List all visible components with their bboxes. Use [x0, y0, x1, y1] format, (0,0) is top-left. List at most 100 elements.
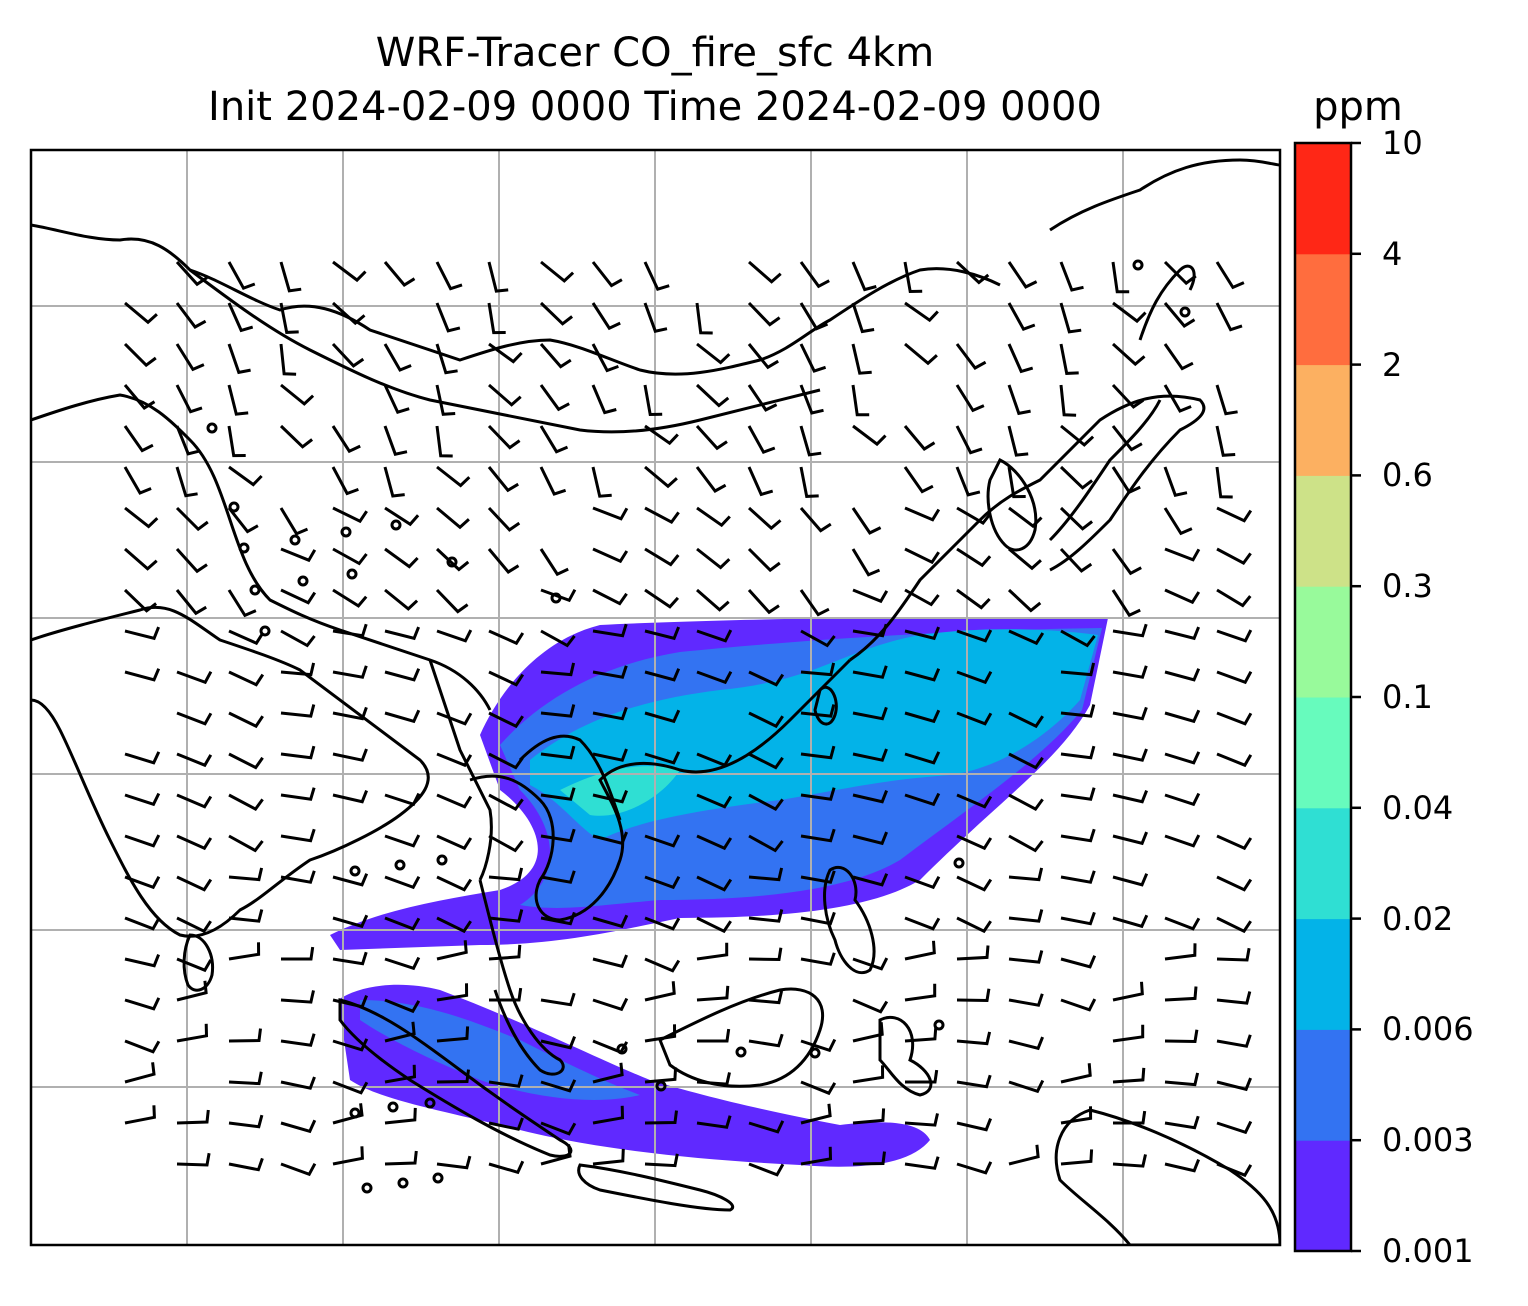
wind-barb [592, 547, 629, 564]
wind-barb [800, 662, 836, 677]
wind-barb [1216, 670, 1253, 685]
wind-barb [904, 668, 941, 682]
wind-barb [1112, 748, 1148, 762]
wind-barb [228, 752, 264, 770]
wind-barb [1008, 834, 1044, 853]
wind-barb [279, 302, 299, 334]
wind-barb [489, 987, 523, 1002]
wind-barb [644, 916, 681, 931]
wind-barb [1164, 1159, 1200, 1173]
wind-barb [852, 790, 888, 804]
wind-barb [228, 1071, 263, 1086]
wind-barb [1060, 704, 1096, 718]
calm-wind-layer [206, 259, 1191, 1194]
wind-barb [539, 384, 570, 412]
wind-barb [903, 425, 936, 451]
wind-barb [332, 873, 369, 887]
wind-barb [1164, 834, 1201, 848]
wind-barb [280, 662, 316, 677]
wind-barb [175, 302, 207, 329]
wind-barb [384, 834, 421, 848]
wind-barb [904, 709, 941, 724]
wind-barb [644, 1024, 677, 1043]
wind-barb [540, 870, 576, 884]
wind-barb [384, 875, 421, 890]
colorbar-ticks [1351, 141, 1361, 1253]
colorbar-segment [1295, 1140, 1351, 1252]
wind-barb [748, 1162, 785, 1177]
wind-barb [799, 302, 829, 331]
wind-barb [1112, 1067, 1146, 1084]
wind-barb [1008, 1079, 1045, 1094]
wind-barb [904, 1026, 938, 1043]
wind-barb [436, 629, 473, 643]
wind-barb [644, 668, 681, 682]
wind-barb [175, 589, 207, 616]
wind-barb [540, 1121, 577, 1136]
wind-barb [592, 790, 628, 804]
wind-barb [227, 425, 246, 458]
wind-barb [123, 588, 158, 613]
wind-barb [124, 997, 161, 1011]
wind-barb [176, 1109, 210, 1125]
wind-barb [1111, 466, 1141, 495]
wind-barb [123, 425, 154, 453]
wind-barb [176, 752, 213, 768]
wind-barb [644, 424, 679, 446]
calm-wind-marker [1179, 306, 1191, 318]
wind-barb [227, 507, 259, 534]
wind-barb [644, 547, 680, 567]
wind-barb [1060, 787, 1096, 801]
wind-barb [644, 875, 681, 890]
wind-barb [1216, 1120, 1253, 1135]
wind-barb [1164, 1115, 1200, 1130]
coast-srilanka [182, 933, 215, 992]
wind-barb [1112, 981, 1144, 1002]
wind-barb [904, 983, 937, 1002]
wind-barb [1216, 588, 1252, 608]
wind-barb [176, 980, 208, 1002]
wind-barb [1164, 626, 1200, 641]
wind-barb [332, 995, 368, 1009]
colorbar-segment [1295, 1029, 1351, 1141]
wind-barb [592, 1039, 629, 1055]
wind-barb [384, 916, 421, 931]
wind-barb [956, 1161, 993, 1175]
wind-barb [227, 589, 257, 618]
wind-barb [955, 466, 981, 497]
wind-barb [1008, 506, 1043, 529]
wind-barb [540, 629, 576, 648]
wind-barb [124, 506, 159, 529]
wind-barb [1163, 302, 1196, 328]
calm-wind-marker [446, 556, 458, 568]
wind-barb [124, 954, 160, 968]
wind-barb [852, 1151, 886, 1166]
wind-barb [383, 466, 405, 498]
wind-barb [747, 425, 776, 455]
wind-barb [592, 748, 628, 762]
calm-wind-marker [424, 1097, 436, 1109]
wind-barb [228, 793, 264, 812]
wind-barb [488, 670, 525, 687]
wind-barb [1216, 947, 1251, 962]
wind-barb [800, 704, 836, 718]
wind-barb [1060, 745, 1096, 760]
wind-barb [331, 466, 359, 496]
wind-barb [592, 1148, 625, 1166]
wind-barb [1216, 629, 1253, 643]
wind-barb [1060, 998, 1097, 1012]
wind-barb [436, 834, 473, 851]
wind-barb [904, 940, 936, 961]
wind-barb [592, 588, 628, 606]
wind-barb [488, 1160, 525, 1175]
wind-barb [1111, 383, 1145, 409]
wind-barb [1060, 1063, 1092, 1084]
calm-wind-marker [361, 1182, 373, 1194]
wind-barb [331, 425, 361, 454]
wind-barb [539, 466, 567, 496]
colorbar-tick-label: 0.04 [1382, 788, 1454, 827]
wind-barb [331, 342, 365, 368]
wind-barb [1215, 466, 1233, 499]
wind-barb [540, 704, 576, 718]
wind-barb [1008, 711, 1044, 729]
